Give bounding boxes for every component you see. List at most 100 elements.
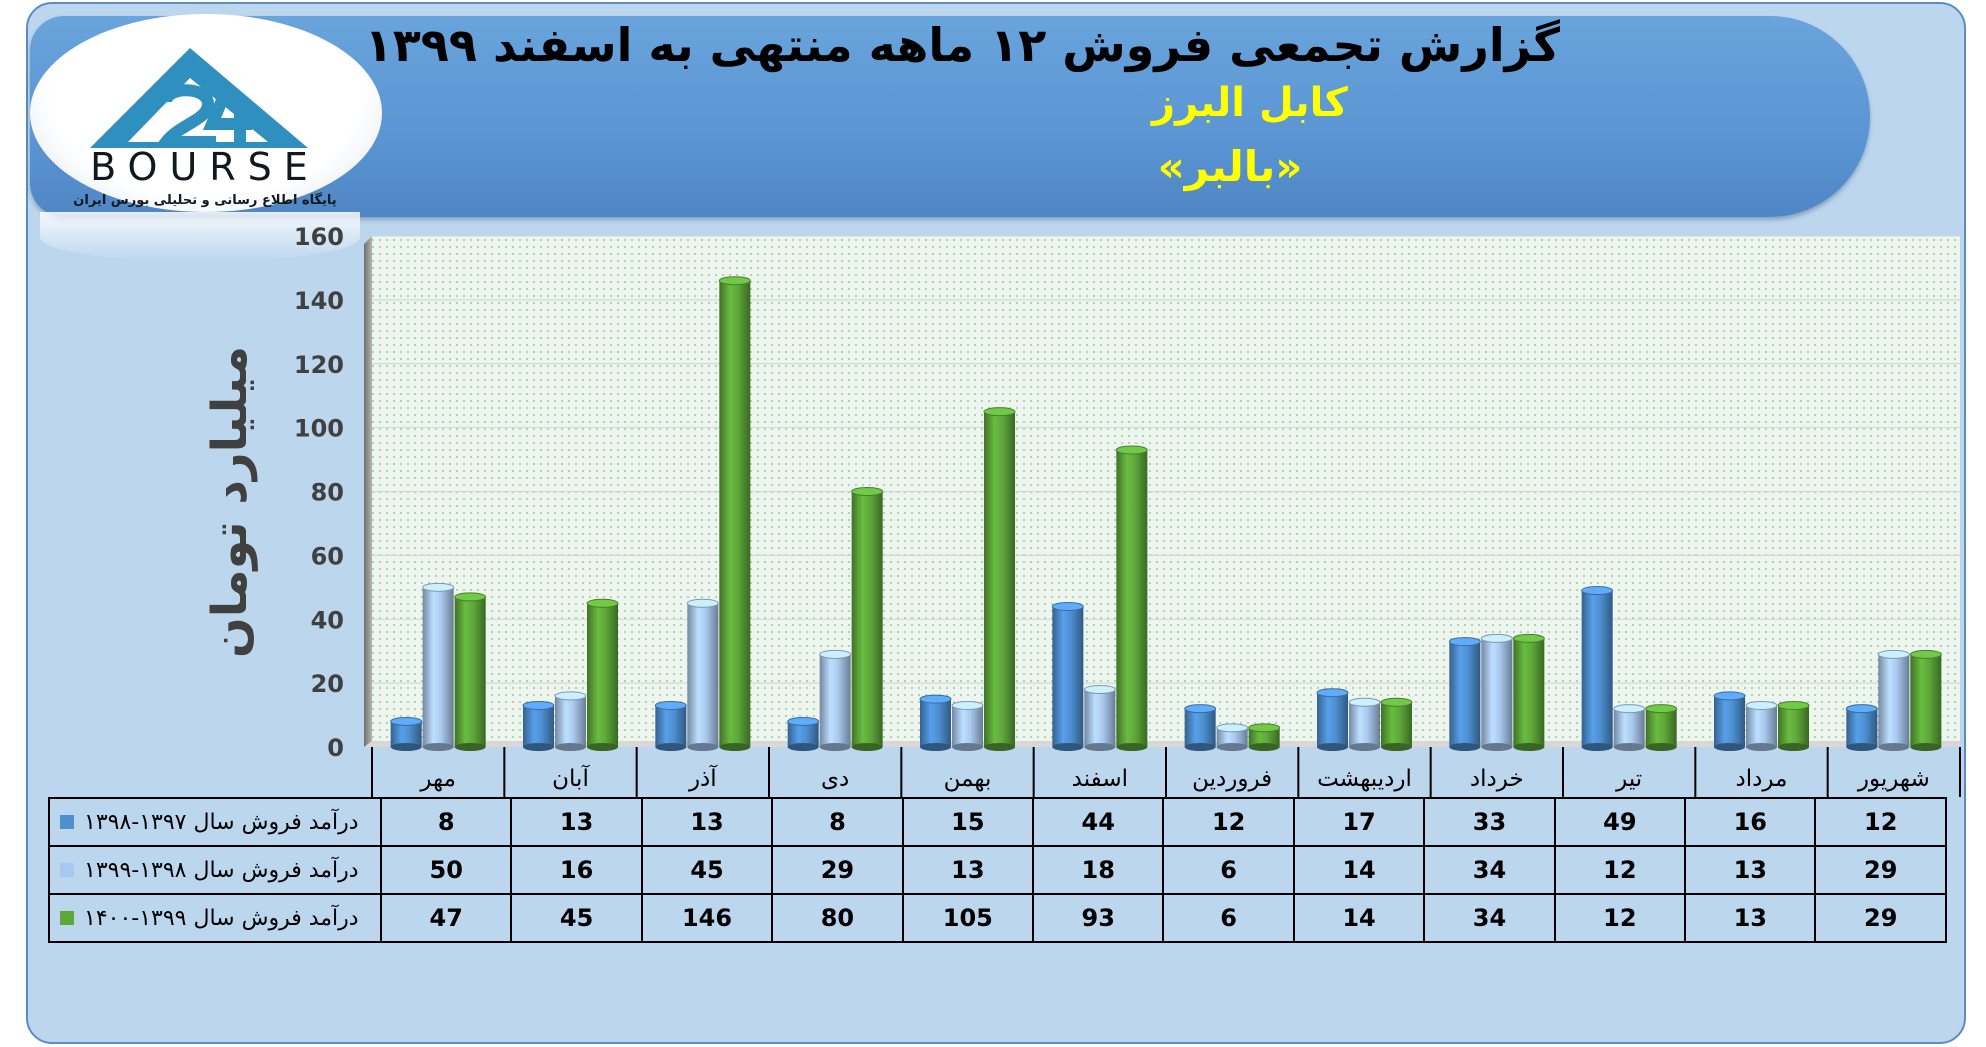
data-label: 44 xyxy=(1032,797,1165,847)
data-label: 13 xyxy=(1684,845,1817,895)
bar-cap xyxy=(1184,704,1217,714)
bar-base xyxy=(555,743,586,751)
bar-body xyxy=(1846,708,1878,747)
bar-1 xyxy=(1448,637,1481,751)
bar-body xyxy=(1052,606,1084,747)
bar-cap xyxy=(1581,586,1614,596)
bar-base xyxy=(422,743,454,751)
bar-2 xyxy=(422,582,455,751)
bar-base xyxy=(1184,743,1216,751)
data-label: 14 xyxy=(1292,845,1426,895)
data-label: 93 xyxy=(1032,893,1165,943)
data-label: 8 xyxy=(771,797,904,847)
bar-body xyxy=(1317,692,1348,747)
data-label: 45 xyxy=(640,845,774,895)
bar-base xyxy=(1317,743,1348,751)
bar-cap xyxy=(1316,688,1349,698)
bar-body xyxy=(1349,702,1380,747)
bar-body xyxy=(984,411,1015,747)
data-label: 13 xyxy=(510,797,643,847)
bar-base xyxy=(655,743,687,751)
bar-cap xyxy=(390,716,423,726)
legend-label: درآمد فروش سال ۱۳۹۹-۱۴۰۰ xyxy=(84,905,359,931)
bar-base xyxy=(1349,743,1380,751)
bar-3 xyxy=(1115,445,1148,751)
data-label: 15 xyxy=(901,797,1035,847)
y-tick-label: 80 xyxy=(311,479,344,507)
bar-body xyxy=(1449,641,1481,747)
legend-swatch xyxy=(60,815,74,830)
bar-cap xyxy=(787,716,820,726)
bar-cap xyxy=(718,276,751,286)
x-tick-label: مرداد xyxy=(1736,766,1788,792)
bar-cap xyxy=(1645,704,1678,714)
data-label: 16 xyxy=(510,845,643,895)
data-label: 45 xyxy=(510,893,643,943)
y-tick-label: 100 xyxy=(294,415,344,443)
bar-base xyxy=(1449,743,1481,751)
bar-cap xyxy=(1909,649,1942,659)
bar-cap xyxy=(1248,723,1281,733)
data-label: 80 xyxy=(771,893,904,943)
bar-3 xyxy=(586,598,619,751)
bar-body xyxy=(655,705,687,747)
bar-cap xyxy=(1448,637,1481,647)
bar-base xyxy=(920,743,951,751)
data-label: 29 xyxy=(1814,845,1947,895)
plot-floor xyxy=(364,741,1960,747)
bar-1 xyxy=(1184,704,1217,751)
bar-body xyxy=(1910,654,1942,747)
data-label: 34 xyxy=(1423,845,1556,895)
bar-base xyxy=(587,743,618,751)
x-tick-label: آذر xyxy=(688,764,718,792)
x-tick-label: آبان xyxy=(552,764,590,792)
bar-body xyxy=(1878,654,1910,747)
bar-body xyxy=(454,596,486,747)
bar-base xyxy=(1746,743,1777,751)
plot-side-wall xyxy=(364,236,372,747)
bar-1 xyxy=(787,716,820,751)
bar-base xyxy=(1513,743,1545,751)
bar-base xyxy=(1910,743,1942,751)
bar-body xyxy=(1613,708,1645,747)
bar-2 xyxy=(1745,700,1778,751)
bar-body xyxy=(851,491,883,747)
bar-cap xyxy=(983,407,1016,417)
bar-cap xyxy=(454,592,487,602)
bar-cap xyxy=(1845,704,1878,714)
bar-body xyxy=(523,705,554,747)
x-tick-label: بهمن xyxy=(944,766,992,792)
bar-body xyxy=(1084,689,1116,747)
bar-3 xyxy=(1512,633,1545,751)
bar-cap xyxy=(1380,697,1413,707)
legend-swatch xyxy=(60,911,74,926)
bar-body xyxy=(1581,590,1613,747)
bar-3 xyxy=(1248,723,1281,751)
data-label: 33 xyxy=(1423,797,1556,847)
data-label: 14 xyxy=(1292,893,1426,943)
bar-3 xyxy=(718,276,751,751)
bar-cap xyxy=(1051,601,1084,611)
bar-1 xyxy=(1845,704,1878,751)
legend-label: درآمد فروش سال ۱۳۹۷-۱۳۹۸ xyxy=(84,809,359,835)
data-label: 29 xyxy=(771,845,904,895)
bar-cap xyxy=(586,598,619,608)
x-tick-label: فروردین xyxy=(1192,766,1272,792)
bar-1 xyxy=(919,694,952,751)
bar-chart: 0 20 40 60 80 100 120 140 160 مهر آبان آذر دی بهمن اس… xyxy=(294,223,1961,797)
bar-cap xyxy=(919,694,952,704)
bar-2 xyxy=(1216,723,1249,751)
data-label: 146 xyxy=(640,893,774,943)
bar-body xyxy=(422,587,454,747)
company-name: کابل البرز xyxy=(1152,80,1348,126)
bar-body xyxy=(1746,705,1777,747)
data-label: 12 xyxy=(1162,797,1295,847)
bar-cap xyxy=(1115,445,1148,455)
y-tick-label: 0 xyxy=(327,734,344,762)
bar-body xyxy=(687,603,719,747)
x-tick-label: مهر xyxy=(419,766,456,792)
bar-base xyxy=(952,743,983,751)
data-label: 8 xyxy=(379,797,513,847)
bar-base xyxy=(1381,743,1412,751)
table-row: درآمد فروش سال ۱۳۹۹-۱۴۰۰ 47 45 146 80 105 93 6 1… xyxy=(48,893,1947,943)
